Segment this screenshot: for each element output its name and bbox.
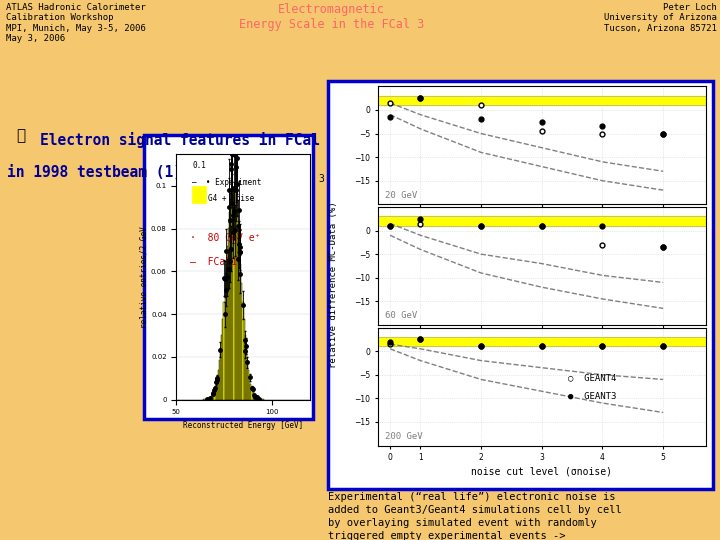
X-axis label: Reconstructed Energy [GeV]: Reconstructed Energy [GeV] xyxy=(183,421,303,430)
Text: 60 GeV: 60 GeV xyxy=(384,311,417,320)
Text: G4 + Noise: G4 + Noise xyxy=(208,194,255,202)
Bar xyxy=(248,370,249,400)
Bar xyxy=(220,348,221,400)
Text: relative difference MC-Data (%): relative difference MC-Data (%) xyxy=(329,201,338,368)
Bar xyxy=(215,384,217,400)
Bar xyxy=(207,399,208,400)
Bar xyxy=(212,394,213,400)
Bar xyxy=(211,396,212,400)
Text: Peter Loch
University of Arizona
Tucson, Arizona 85721: Peter Loch University of Arizona Tucson,… xyxy=(603,3,716,32)
Text: 0.1: 0.1 xyxy=(192,161,206,170)
Bar xyxy=(222,319,223,400)
Bar xyxy=(209,398,210,400)
Bar xyxy=(213,392,215,400)
Bar xyxy=(192,186,206,203)
Bar xyxy=(235,200,237,400)
Text: ·  80 GeV e⁺: · 80 GeV e⁺ xyxy=(190,233,260,242)
Bar xyxy=(230,200,231,400)
X-axis label: noise cut level (σnoise): noise cut level (σnoise) xyxy=(472,467,612,476)
Bar xyxy=(258,399,259,400)
FancyBboxPatch shape xyxy=(144,135,313,418)
Bar xyxy=(243,319,245,400)
Bar xyxy=(229,212,230,400)
Bar xyxy=(208,399,209,400)
Bar xyxy=(378,96,706,105)
Bar xyxy=(378,217,706,226)
Bar xyxy=(219,360,220,400)
Bar xyxy=(228,228,229,400)
Bar xyxy=(251,388,253,400)
Bar xyxy=(249,377,251,400)
Bar xyxy=(237,212,238,400)
FancyBboxPatch shape xyxy=(328,81,713,489)
Bar xyxy=(240,264,241,400)
Text: ○  GEANT4: ○ GEANT4 xyxy=(568,374,616,383)
Text: ●  GEANT3: ● GEANT3 xyxy=(568,392,616,400)
Bar xyxy=(233,186,235,400)
Bar xyxy=(239,246,240,400)
Text: –  FCal1: – FCal1 xyxy=(190,257,237,267)
Text: 3: 3 xyxy=(318,174,324,184)
Bar xyxy=(218,370,219,400)
Text: 🌵: 🌵 xyxy=(16,129,25,144)
Bar xyxy=(221,335,222,400)
Bar xyxy=(257,398,258,400)
Text: —  • Experiment: — • Experiment xyxy=(192,178,262,187)
Bar xyxy=(259,399,261,400)
Text: 200 GeV: 200 GeV xyxy=(384,432,422,441)
Bar xyxy=(241,284,243,400)
Text: Experimental (“real life”) electronic noise is
added to Geant3/Geant4 simulation: Experimental (“real life”) electronic no… xyxy=(328,492,621,540)
Text: Electromagnetic
Energy Scale in the FCal 3: Electromagnetic Energy Scale in the FCal… xyxy=(238,3,424,31)
Bar xyxy=(238,228,239,400)
Bar xyxy=(217,377,218,400)
Text: Electron signal features in FCal: Electron signal features in FCal xyxy=(40,132,320,149)
Bar xyxy=(247,360,248,400)
Bar xyxy=(223,302,225,400)
Bar xyxy=(227,246,228,400)
Bar xyxy=(225,264,227,400)
Y-axis label: relative entries/2 GeV: relative entries/2 GeV xyxy=(139,226,148,328)
Bar xyxy=(253,394,255,400)
Bar xyxy=(246,348,247,400)
Bar xyxy=(245,335,246,400)
Bar xyxy=(231,191,233,400)
Bar xyxy=(378,337,706,347)
Text: ATLAS Hadronic Calorimeter
Calibration Workshop
MPI, Munich, May 3-5, 2006
May 3: ATLAS Hadronic Calorimeter Calibration W… xyxy=(6,3,145,43)
Text: 20 GeV: 20 GeV xyxy=(384,191,417,200)
Bar xyxy=(256,397,257,400)
Bar xyxy=(255,396,256,400)
Text: in 1998 testbeam (1):: in 1998 testbeam (1): xyxy=(7,165,191,180)
Bar xyxy=(210,397,211,400)
